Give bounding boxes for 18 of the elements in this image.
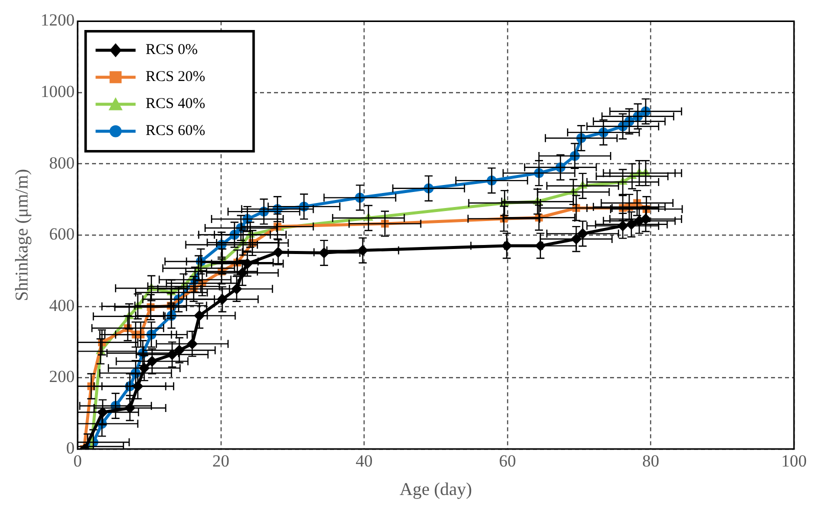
y-tick-label: 1000	[40, 82, 75, 101]
x-tick-label: 20	[212, 452, 230, 471]
y-tick-label: 0	[66, 438, 75, 458]
y-tick-label: 600	[49, 224, 75, 244]
x-tick-label: 80	[642, 452, 660, 471]
x-tick-label: 100	[781, 452, 807, 471]
legend-label: RCS 20%	[146, 69, 206, 86]
x-tick-label: 40	[356, 452, 373, 471]
legend-label: RCS 40%	[146, 96, 206, 112]
y-axis-title: Shrinkage (μm/m)	[12, 169, 32, 302]
x-tick-label: 60	[498, 452, 516, 471]
x-axis-title: Age (day)	[400, 478, 472, 499]
legend-label: RCS 60%	[146, 123, 206, 140]
y-tick-label: 800	[49, 153, 75, 172]
y-tick-label: 1200	[40, 10, 75, 30]
y-tick-label: 400	[49, 296, 75, 315]
y-tick-label: 200	[49, 367, 75, 386]
legend-label: RCS 0%	[146, 42, 198, 58]
